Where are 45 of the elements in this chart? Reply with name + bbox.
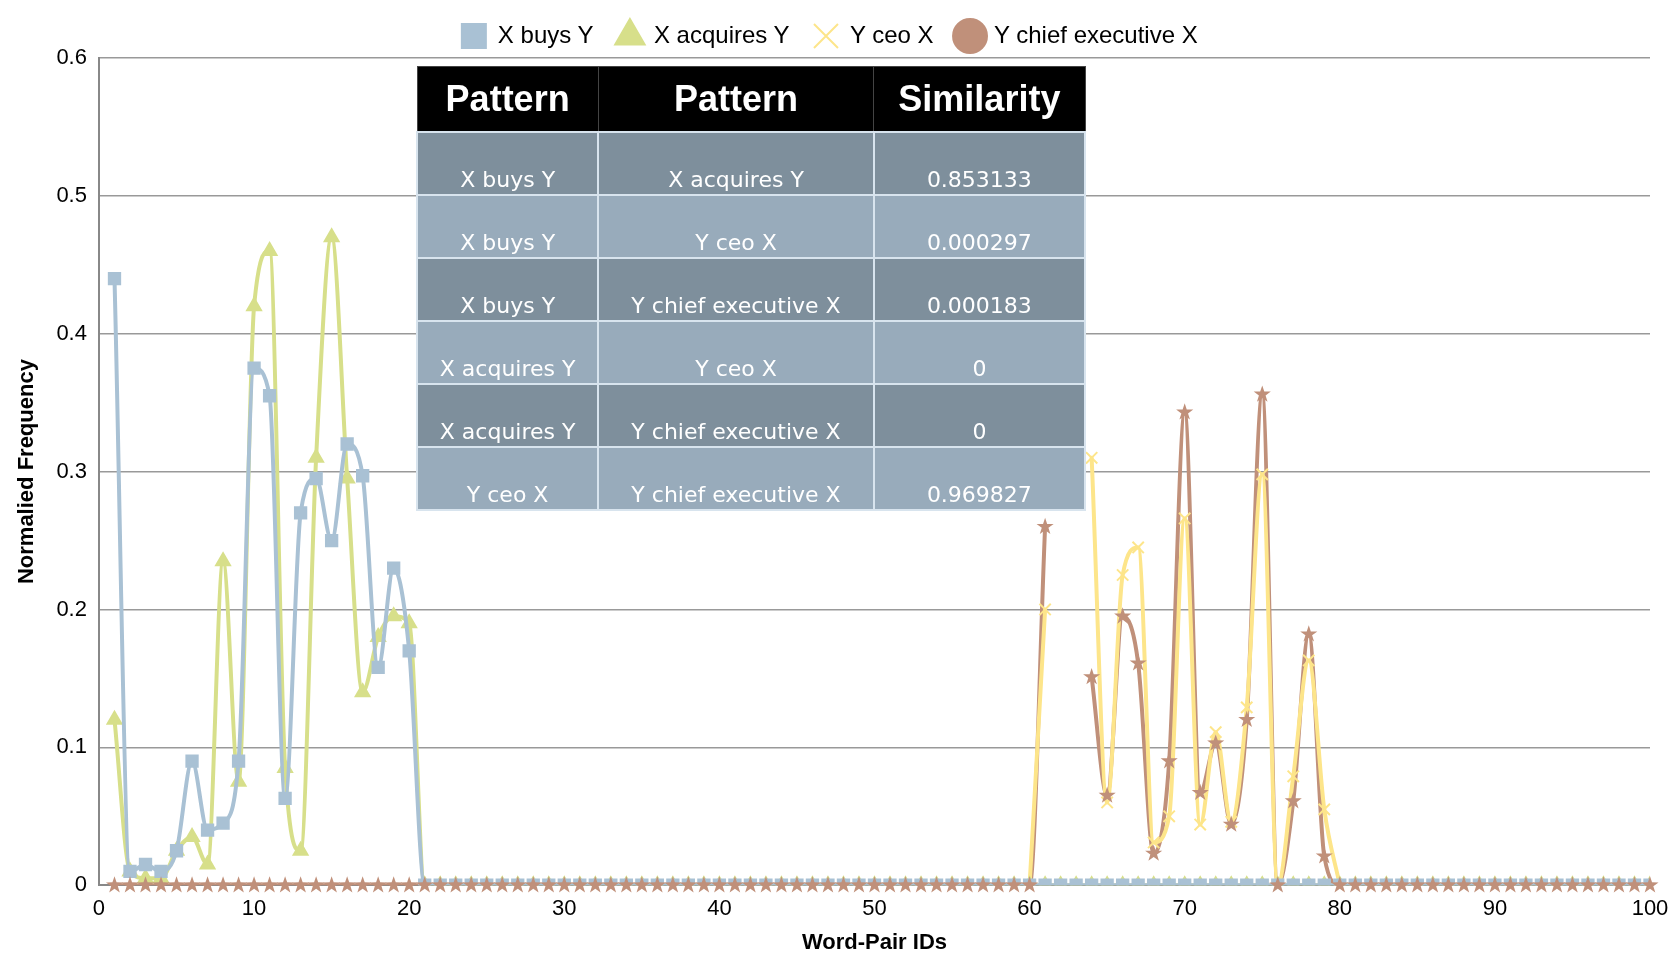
annotation: Pattern [598,66,874,132]
annotation: X buys Y [417,132,599,195]
x-tick-label: 0 [92,895,106,921]
annotation: X acquires Y [598,132,874,195]
annotation: Y ceo X [598,195,874,258]
annotation: 0.853133 [873,132,1085,195]
annotation: X buys Y [417,258,599,321]
annotation: X acquires Y [417,384,599,447]
annotation: Y ceo X [598,321,874,384]
y-tick-label: 0.4 [56,319,87,345]
y-tick-label: 0.3 [56,457,87,483]
x-tick-label: 70 [1172,895,1197,921]
annotation: X acquires Y [417,321,599,384]
x-tick-label: 50 [862,895,887,921]
legend-label: Y ceo X [849,20,934,48]
annotation: Pattern [417,66,599,132]
annotation: Y chief executive X [598,447,874,510]
annotation: 0.000183 [873,258,1085,321]
legend-label: X buys Y [497,20,594,48]
x-tick-label: 90 [1482,895,1508,921]
y-tick-label: 0 [74,871,87,897]
x-tick-label: 30 [552,895,577,921]
legend-label: Y chief executive X [994,20,1198,48]
y-axis-title: Normalied Frequency [13,358,39,585]
x-tick-label: 60 [1017,895,1042,921]
x-tick-label: 20 [396,895,422,921]
annotation: 0.969827 [873,447,1085,510]
annotation: Y chief executive X [598,258,874,321]
x-tick-label: 80 [1327,895,1353,921]
x-tick-label: 100 [1631,895,1669,921]
annotation: Y chief executive X [598,384,874,447]
annotation: 0.000297 [873,195,1085,258]
y-tick-label: 0.2 [56,595,87,621]
y-tick-label: 0.5 [56,181,87,207]
annotation: Similarity [873,66,1085,132]
annotation: 0 [873,321,1085,384]
y-tick-label: 0.6 [56,44,87,70]
y-tick-label: 0.1 [56,733,87,759]
annotation: Y ceo X [417,447,599,510]
annotation: 0 [873,384,1085,447]
x-tick-label: 10 [241,895,267,921]
annotation: X buys Y [417,195,599,258]
legend-label: X acquires Y [653,20,790,48]
x-axis-title: Word-Pair IDs [801,928,948,954]
x-tick-label: 40 [707,895,732,921]
